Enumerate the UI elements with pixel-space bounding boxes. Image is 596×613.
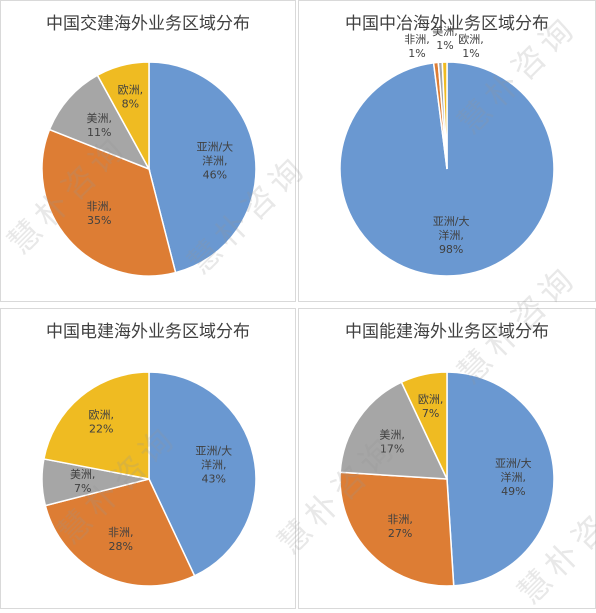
pie-slice: [148, 61, 257, 274]
chart-title: 中国中冶海外业务区域分布: [345, 14, 549, 34]
pie-chart: 亚洲/大洋洲, 98% 非洲, 1%美洲, 1% 欧洲, 1%: [339, 25, 555, 277]
data-label: 非洲, 27%: [387, 513, 413, 540]
data-label: 欧洲, 1%: [458, 33, 484, 60]
chart-panel-powerchina: 中国电建海外业务区域分布 亚洲/大洋洲, 43% 非洲, 28% 美洲, 7% 欧洲, 22%: [0, 308, 296, 609]
chart-title: 中国能建海外业务区域分布: [345, 322, 549, 342]
pie-slice: [43, 371, 150, 480]
chart-title: 中国电建海外业务区域分布: [46, 322, 250, 342]
data-label: 欧洲, 8%: [118, 83, 144, 110]
data-label: 美洲, 1%: [432, 25, 458, 52]
pie-slice: [148, 371, 257, 577]
pie-slice: [441, 61, 448, 170]
pie-slice: [400, 371, 448, 480]
pie-chart: 亚洲/大洋洲, 46% 非洲, 35% 美洲, 11%欧洲, 8%: [41, 61, 257, 277]
data-label: 亚洲/大洋洲, 49%: [495, 456, 532, 498]
pie-slice: [48, 74, 151, 171]
pie-slice: [96, 61, 150, 170]
data-label: 美洲, 7%: [70, 468, 96, 495]
pie-slice: [446, 371, 555, 587]
data-label: 亚洲/大洋洲, 98%: [433, 214, 470, 256]
pie-slice: [339, 381, 449, 480]
chart-panel-cccc: 中国交建海外业务区域分布 亚洲/大洋洲, 46% 非洲, 35% 美洲, 11% 欧洲, 8%: [0, 0, 296, 302]
chart-title: 中国交建海外业务区域分布: [46, 14, 250, 34]
data-label: 非洲, 28%: [108, 526, 134, 553]
data-label: 非洲, 1%: [404, 33, 430, 60]
data-label: 亚洲/大洋洲, 43%: [195, 444, 232, 486]
data-label: 美洲, 11%: [86, 112, 112, 139]
data-label: 非洲, 35%: [86, 200, 112, 227]
data-label: 欧洲, 7%: [418, 393, 444, 420]
chart-panel-ceec: 中国能建海外业务区域分布 亚洲/大洋洲, 49% 非洲, 27% 美洲, 17% 欧洲, 7%: [298, 308, 596, 609]
data-label: 欧洲, 22%: [89, 408, 115, 435]
pie-slice: [44, 478, 196, 587]
pie-slice: [41, 128, 177, 277]
data-label: 美洲, 17%: [379, 429, 405, 456]
pie-chart: 亚洲/大洋洲, 49% 非洲, 27% 美洲, 17% 欧洲, 7%: [339, 371, 555, 587]
chart-panel-mcc: 中国中冶海外业务区域分布 亚洲/大洋洲, 98% 非洲, 1% 美洲, 1% 欧洲, 1%: [298, 0, 596, 302]
pie-slice: [339, 471, 455, 587]
data-label: 亚洲/大洋洲, 46%: [196, 140, 233, 182]
pie-chart: 亚洲/大洋洲, 43% 非洲, 28% 美洲, 7% 欧洲, 22%: [41, 371, 257, 587]
